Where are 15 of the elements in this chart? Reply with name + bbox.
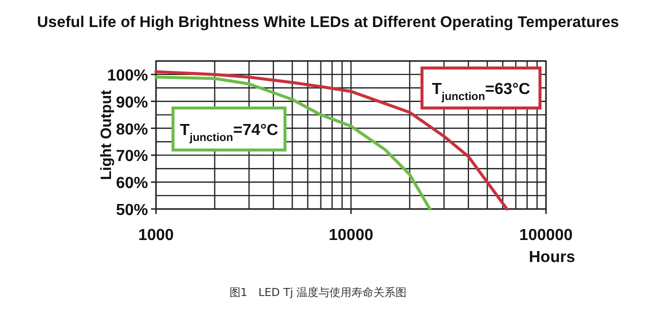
chart-title: Useful Life of High Brightness White LEDs at Different Operating Temperatures [37, 14, 619, 31]
x-tick-label: 100000 [519, 227, 573, 244]
series-label: T$_{junction}$=63°C [432, 81, 531, 103]
caption: 图1 LED Tj 温度与使用寿命关系图 [229, 286, 407, 299]
y-tick-label: 80% [116, 121, 148, 138]
y-tick-label: 90% [116, 94, 148, 112]
x-axis-title: Hours [528, 249, 576, 266]
y-tick-label: 50% [116, 202, 148, 219]
y-tick-label: 100% [107, 67, 148, 84]
y-axis-title: Light Output [98, 90, 115, 180]
y-tick-label: 70% [116, 148, 148, 166]
x-tick-label: 1000 [138, 227, 174, 244]
series-label: T$_{junction}$=74°C [180, 122, 279, 144]
x-tick-label: 10000 [328, 227, 374, 244]
y-tick-label: 60% [116, 175, 148, 192]
